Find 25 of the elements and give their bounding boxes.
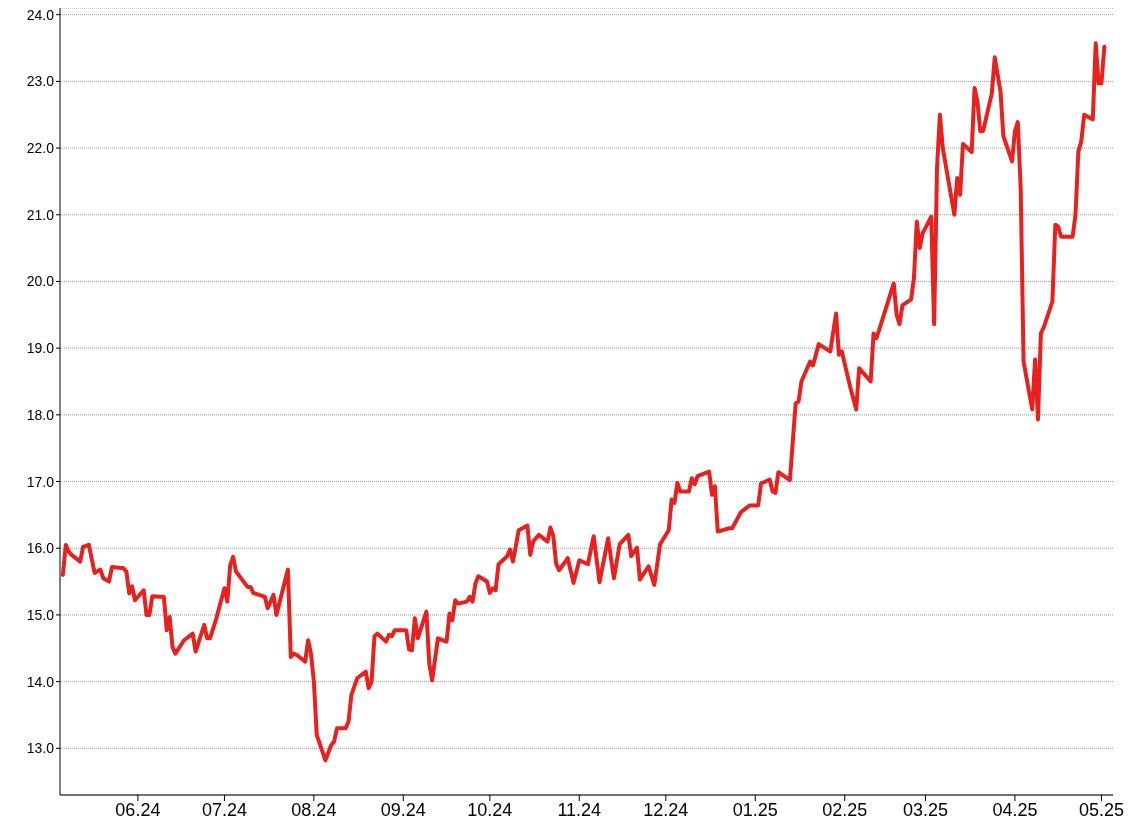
line-series (60, 41, 1107, 763)
y-tick-label: 16.0 (26, 540, 55, 557)
x-tick-label: 03.25 (902, 799, 948, 820)
y-tick-label: 24.0 (26, 6, 55, 23)
y-tick-label: 19.0 (26, 340, 55, 357)
y-tick-label: 17.0 (26, 473, 55, 490)
x-tick-label: 10.24 (467, 799, 513, 820)
y-tick-label: 23.0 (26, 73, 55, 90)
x-tick-label: 07.24 (201, 799, 247, 820)
x-tick-label: 05.25 (1078, 799, 1124, 820)
y-tick-label: 20.0 (26, 273, 55, 290)
x-tick-label: 02.25 (822, 799, 868, 820)
x-tick-label: 12.24 (643, 799, 689, 820)
x-tick-label: 04.25 (992, 799, 1038, 820)
y-tick-label: 13.0 (26, 740, 55, 757)
y-tick-label: 22.0 (26, 140, 55, 157)
y-tick-label: 18.0 (26, 406, 55, 423)
x-tick-label: 01.25 (732, 799, 778, 820)
x-tick-label: 08.24 (291, 799, 337, 820)
x-tick-label: 11.24 (557, 799, 602, 820)
y-tick-label: 14.0 (26, 673, 55, 690)
x-tick-label: 06.24 (115, 799, 161, 820)
y-tick-label: 15.0 (26, 606, 55, 623)
y-tick-label: 21.0 (26, 206, 55, 223)
x-tick-label: 09.24 (380, 799, 426, 820)
